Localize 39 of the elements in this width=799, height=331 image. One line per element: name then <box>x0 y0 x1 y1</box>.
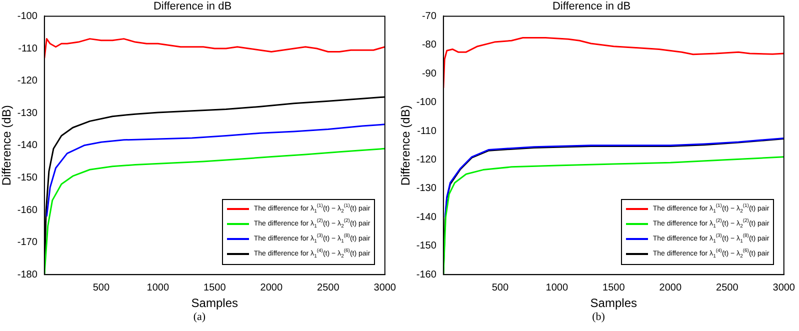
x-tick-label: 2500 <box>317 282 340 294</box>
y-tick-label: -160 <box>17 204 38 216</box>
y-tick-label: -120 <box>17 76 38 87</box>
x-tick-label: 1500 <box>602 282 626 294</box>
x-tick-label: 3000 <box>772 282 796 294</box>
chart-title: Difference in dB <box>153 0 232 13</box>
x-tick-label: 1000 <box>146 282 170 294</box>
y-tick-label: -150 <box>17 172 38 184</box>
chart-title: Difference in dB <box>552 0 631 13</box>
y-tick-label: -110 <box>417 126 437 137</box>
y-tick-label: -70 <box>422 10 437 22</box>
y-tick-label: -100 <box>416 97 437 108</box>
y-tick-label: -130 <box>416 183 437 194</box>
x-tick-label: 500 <box>492 282 509 294</box>
y-tick-label: -140 <box>416 212 437 223</box>
y-tick-label: -100 <box>17 10 38 22</box>
y-tick-label: -170 <box>17 237 38 248</box>
y-tick-label: -140 <box>17 140 38 152</box>
y-tick-label: -90 <box>422 68 437 80</box>
x-tick-label: 3000 <box>374 282 396 294</box>
text: (b) <box>591 311 606 323</box>
text: (a) <box>192 311 207 323</box>
y-tick-label: -180 <box>17 269 38 280</box>
x-axis-title: Samples <box>191 296 238 310</box>
x-tick-label: 2000 <box>260 282 283 294</box>
y-tick-label: -80 <box>422 40 437 51</box>
x-axis-title: Samples <box>590 296 637 310</box>
x-tick-label: 2500 <box>716 282 739 294</box>
x-tick-label: 500 <box>92 282 110 294</box>
y-tick-label: -160 <box>416 269 437 280</box>
x-tick-label: 1500 <box>204 282 226 294</box>
y-axis-title: Difference (dB) <box>398 105 413 186</box>
x-tick-label: 2000 <box>659 282 682 294</box>
y-axis-title: Difference (dB) <box>0 105 14 186</box>
y-tick-label: -120 <box>416 154 437 166</box>
y-tick-label: -110 <box>18 43 38 54</box>
x-tick-label: 1000 <box>546 282 568 294</box>
y-tick-label: -130 <box>17 108 38 119</box>
y-tick-label: -150 <box>416 240 437 252</box>
